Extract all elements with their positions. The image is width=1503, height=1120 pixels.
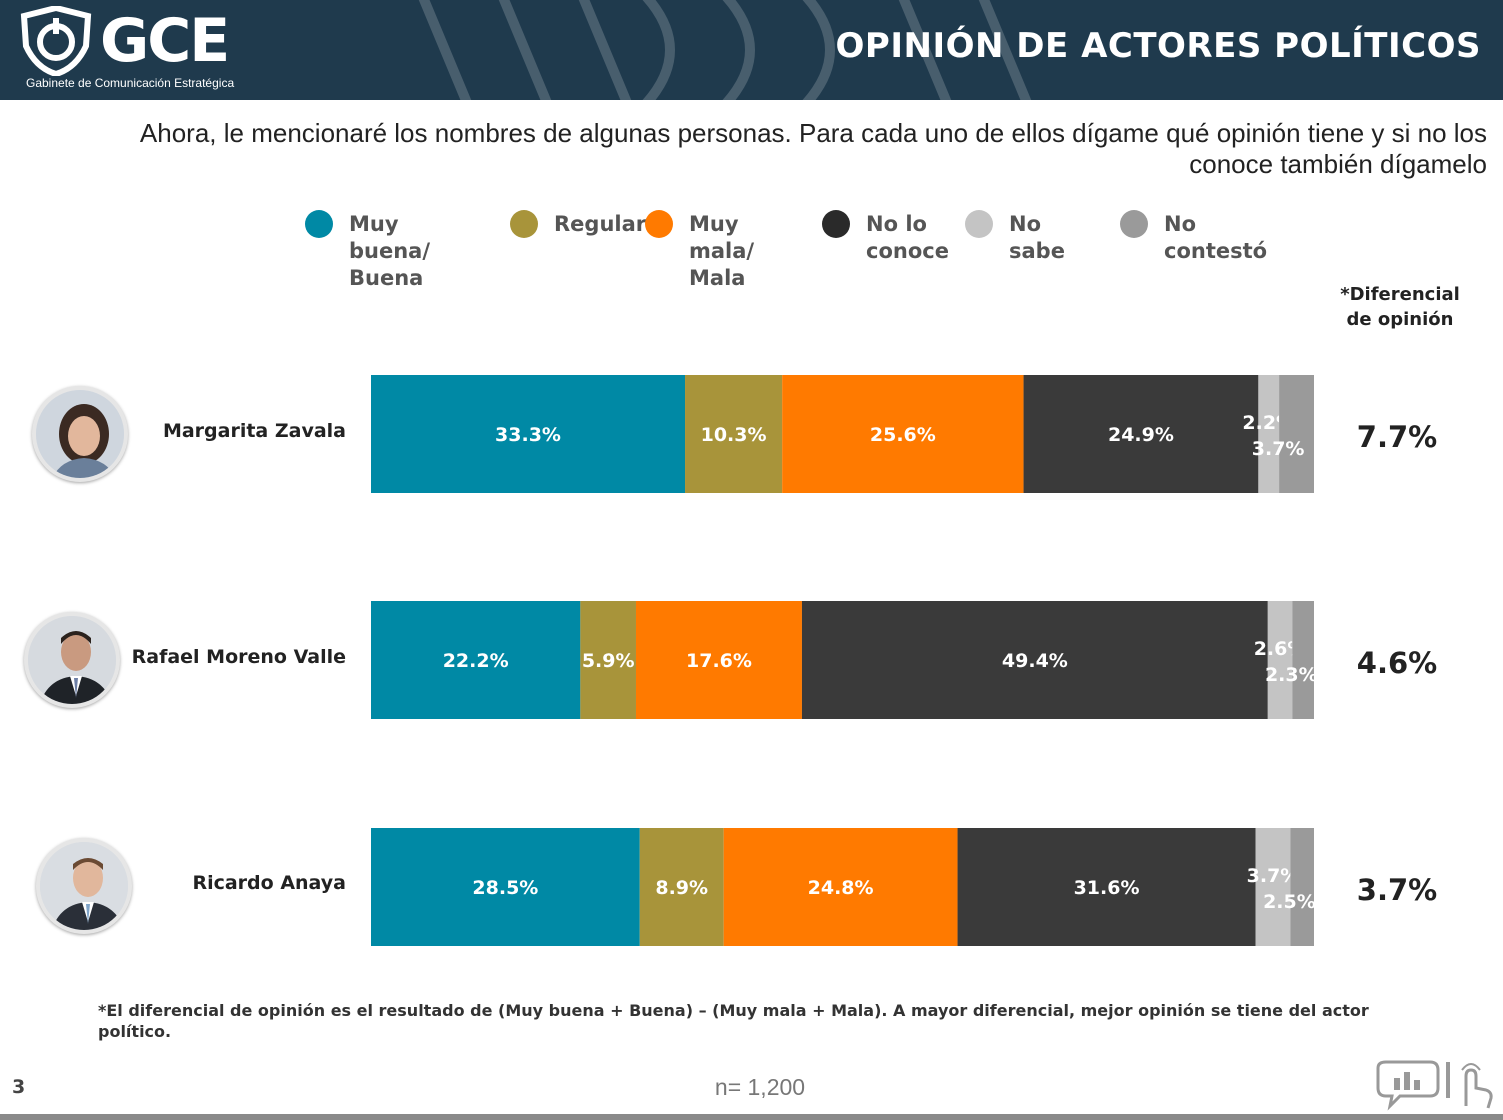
avatar xyxy=(24,612,120,708)
legend-label: Regular xyxy=(554,212,647,236)
avatar xyxy=(32,386,128,482)
bar-segment xyxy=(1255,828,1291,946)
gce-logo: GCE Gabinete de Comunicación Estratégica xyxy=(16,6,266,96)
bar-segment xyxy=(1267,601,1293,719)
bar-segment xyxy=(639,828,724,946)
bar-segment xyxy=(371,601,581,719)
question-text: Ahora, le mencionaré los nombres de algu… xyxy=(139,118,1487,179)
bar-segment xyxy=(1023,375,1259,493)
header-bar: GCE Gabinete de Comunicación Estratégica… xyxy=(0,0,1503,100)
bar-segment xyxy=(371,828,640,946)
footnote: *El diferencial de opinión es el resulta… xyxy=(98,1001,1369,1041)
differential-value: 3.7% xyxy=(1357,873,1437,907)
sample-size: n= 1,200 xyxy=(714,1074,806,1100)
data-label: 49.4% xyxy=(1002,650,1068,672)
speech-bubble-chart-icon xyxy=(1376,1060,1440,1111)
data-label: 22.2% xyxy=(443,650,509,672)
touch-hand-icon xyxy=(1461,1063,1493,1109)
logo-mark-icon xyxy=(20,6,92,76)
person-name: Rafael Moreno Valle xyxy=(131,646,346,668)
data-label: 10.3% xyxy=(701,424,767,446)
legend-label: No contestó xyxy=(1164,212,1268,263)
bar-segment xyxy=(782,375,1024,493)
legend-dot-no-conoce xyxy=(822,210,850,238)
man-portrait-icon xyxy=(40,842,128,930)
slide-title: OPINIÓN DE ACTORES POLÍTICOS xyxy=(835,26,1481,66)
data-label: 17.6% xyxy=(686,650,752,672)
bar-row: 33.3% 10.3% 25.6% 24.9%2.2%3.7% xyxy=(371,375,1314,493)
data-label: 8.9% xyxy=(655,877,708,899)
data-label: 3.7% xyxy=(1247,865,1300,887)
bar-segment xyxy=(685,375,783,493)
person-row-1: Margarita Zavala xyxy=(20,380,350,490)
differential-value: 4.6% xyxy=(1357,646,1437,680)
bar-segment xyxy=(580,601,636,719)
bar-segment xyxy=(635,601,802,719)
bar-row: 22.2% 5.9% 17.6% 49.4%2.6%2.3% xyxy=(371,601,1318,719)
legend-dot-muy-mala xyxy=(645,210,673,238)
person-row-2: Rafael Moreno Valle xyxy=(20,606,350,716)
legend-dot-regular xyxy=(510,210,538,238)
bar-segment xyxy=(1258,375,1280,493)
data-label: 33.3% xyxy=(495,424,561,446)
legend-label: Muy buena/ Buena xyxy=(349,212,431,290)
page-number: 3 xyxy=(12,1076,26,1098)
differential-value: 7.7% xyxy=(1357,420,1437,454)
divider xyxy=(1446,1062,1450,1098)
header-pattern xyxy=(418,0,1032,100)
bar-segment xyxy=(723,828,958,946)
legend-label: Muy mala/ Mala xyxy=(689,212,755,290)
legend-dot-no-contesto xyxy=(1120,210,1148,238)
bar-segment xyxy=(371,375,686,493)
data-label: 25.6% xyxy=(870,424,936,446)
person-row-3: Ricardo Anaya xyxy=(20,832,350,942)
bar-segment xyxy=(1279,375,1314,493)
chart-legend: Muy buena/ Buena Regular Muy mala/ Mala … xyxy=(305,208,1315,290)
person-name: Margarita Zavala xyxy=(162,420,346,442)
bar-segment xyxy=(1292,601,1314,719)
logo-subtitle: Gabinete de Comunicación Estratégica xyxy=(26,76,235,90)
legend-label: No sabe xyxy=(1009,212,1065,263)
data-label: 5.9% xyxy=(582,650,635,672)
bar-segment xyxy=(957,828,1256,946)
data-label: 24.9% xyxy=(1108,424,1174,446)
person-name: Ricardo Anaya xyxy=(192,872,346,894)
bottom-strip xyxy=(0,1114,1503,1120)
legend-label: No lo conoce xyxy=(866,212,949,263)
data-label: 24.8% xyxy=(808,877,874,899)
bar-segment xyxy=(1290,828,1314,946)
logo-wordmark: GCE xyxy=(100,6,230,76)
bar-segment xyxy=(801,601,1268,719)
data-label: 3.7% xyxy=(1252,438,1305,460)
woman-portrait-icon xyxy=(36,390,124,478)
differential-header: *Diferencial de opinión xyxy=(1340,284,1460,330)
data-label: 28.5% xyxy=(472,877,538,899)
bar-row: 28.5% 8.9% 24.8% 31.6% 3.7% 2.5% xyxy=(371,828,1316,946)
data-label: 31.6% xyxy=(1074,877,1140,899)
data-label: 2.5% xyxy=(1263,891,1316,913)
man-portrait-icon xyxy=(28,616,116,704)
legend-dot-muy-buena xyxy=(305,210,333,238)
footer-icons xyxy=(1376,1060,1493,1111)
data-label: 2.3% xyxy=(1265,664,1318,686)
legend-dot-no-sabe xyxy=(965,210,993,238)
avatar xyxy=(36,838,132,934)
